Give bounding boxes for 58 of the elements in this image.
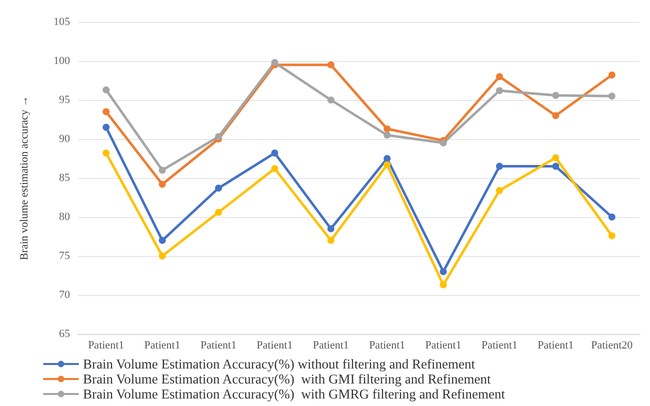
point: [215, 184, 222, 192]
x-tick-label: Patient1: [369, 340, 406, 352]
y-tick-label: 85: [59, 172, 70, 184]
y-tick-label: 90: [59, 133, 70, 145]
point: [608, 232, 616, 240]
point: [102, 124, 110, 131]
point: [608, 92, 616, 100]
point: [496, 186, 503, 194]
x-tick-label: Patient1: [256, 340, 293, 352]
point: [271, 150, 278, 157]
point: [384, 132, 391, 139]
point: [327, 225, 334, 232]
point: [158, 180, 166, 188]
point: [102, 108, 110, 116]
legend-label: Brain Volume Estimation Accuracy(%) with GMRG filtering and Refinement: [83, 386, 506, 402]
x-tick-label: Patient1: [425, 340, 462, 352]
point: [384, 155, 391, 162]
x-tick-label: Patient1: [312, 340, 349, 352]
point: [158, 252, 166, 260]
point: [496, 73, 503, 80]
point: [102, 150, 110, 157]
point: [215, 208, 222, 216]
point: [496, 162, 503, 170]
y-tick-label: 65: [59, 328, 70, 340]
y-tick-label: 70: [59, 289, 70, 301]
point: [158, 166, 166, 174]
legend-label: Brain Volume Estimation Accuracy(%) without filtering and Refinement: [83, 356, 476, 372]
point: [271, 165, 278, 172]
y-tick-label: 75: [59, 250, 70, 262]
x-tick-label: Patient1: [538, 340, 574, 352]
point: [608, 72, 616, 79]
point: [440, 281, 447, 288]
x-tick-label: Patient20: [591, 340, 634, 352]
point: [552, 112, 560, 120]
point: [440, 268, 447, 276]
point: [552, 154, 560, 162]
y-tick-label: 95: [59, 94, 70, 106]
y-tick-label: 105: [54, 16, 70, 28]
y-tick-label: 80: [59, 211, 70, 223]
point: [384, 161, 391, 168]
x-tick-label: Patient1: [144, 340, 180, 352]
y-axis-title: Brain volume estimation accuracy →: [18, 96, 30, 260]
point: [384, 125, 391, 132]
point: [327, 96, 334, 104]
point: [102, 86, 110, 94]
point: [552, 92, 560, 99]
point: [327, 236, 334, 244]
x-tick-label: Patient1: [481, 340, 518, 352]
point: [552, 162, 560, 170]
x-tick-label: Patient1: [88, 340, 124, 352]
point: [327, 61, 334, 68]
point: [215, 133, 222, 140]
point: [158, 236, 166, 244]
x-tick-label: Patient1: [200, 340, 237, 352]
legend-label: Brain Volume Estimation Accuracy(%) with GMI filtering and Refinement: [83, 372, 492, 386]
point: [496, 87, 503, 94]
point: [608, 214, 616, 220]
y-tick-label: 100: [54, 55, 70, 67]
